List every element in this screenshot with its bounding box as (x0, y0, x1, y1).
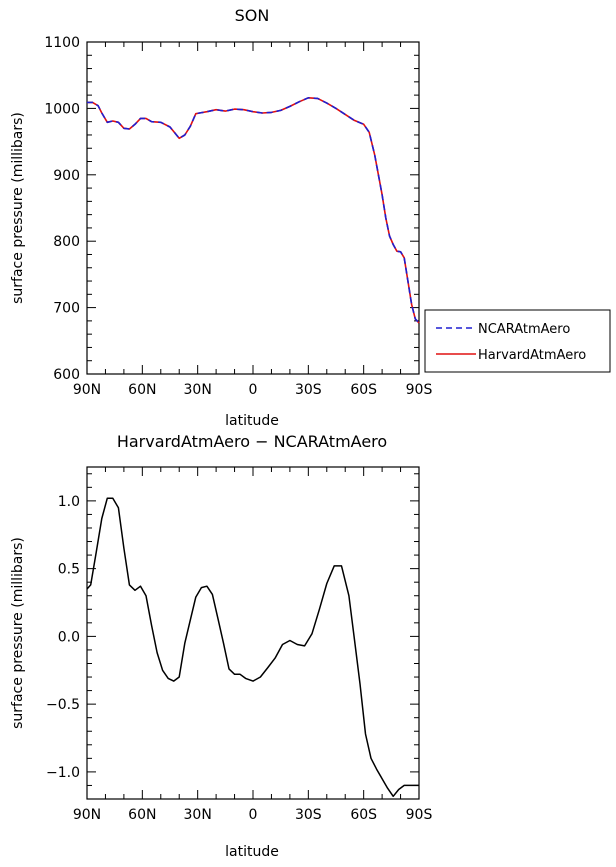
top-series-lines (87, 97, 420, 324)
legend-box (424, 309, 611, 373)
top-y-axis-label: surface pressure (millibars) (10, 112, 26, 304)
bot-xtick-label: 30S (295, 807, 322, 823)
top-ytick-label: 700 (53, 301, 80, 317)
bottom-chart: HarvardAtmAero − NCARAtmAero 90N 60N 30N 0 3… (10, 432, 432, 860)
top-y-tick-labels: 600 700 800 900 1000 1100 (44, 35, 80, 383)
top-x-axis-label: latitude (225, 413, 279, 429)
bot-ytick-label: 1.0 (58, 494, 80, 510)
top-ytick-label: 600 (53, 367, 80, 383)
top-xtick-label: 0 (249, 382, 258, 398)
bot-ytick-label: 0.5 (58, 562, 80, 578)
bot-ytick-label: −1.0 (46, 765, 80, 781)
legend-label-ncar: NCARAtmAero (478, 322, 570, 337)
bot-xtick-label: 90N (73, 807, 101, 823)
bot-series-line-0 (86, 497, 419, 798)
top-ytick-label: 1000 (44, 101, 80, 117)
top-ytick-label: 800 (53, 234, 80, 250)
bot-xtick-label: 0 (249, 807, 258, 823)
top-x-tick-labels: 90N 60N 30N 0 30S 60S 90S (73, 382, 433, 398)
top-xtick-label: 90N (73, 382, 101, 398)
top-chart-title: SON (235, 6, 270, 25)
bot-ytick-label: 0.0 (58, 629, 80, 645)
bottom-x-tick-labels: 90N 60N 30N 0 30S 60S 90S (73, 807, 433, 823)
bot-ytick-label: −0.5 (46, 697, 80, 713)
bot-xtick-label: 30N (184, 807, 212, 823)
bottom-chart-title: HarvardAtmAero − NCARAtmAero (117, 432, 387, 451)
bottom-x-axis-label: latitude (225, 844, 279, 860)
bot-xtick-label: 90S (406, 807, 433, 823)
top-xtick-label: 60S (350, 382, 377, 398)
bottom-series-lines (86, 497, 419, 798)
top-xtick-label: 60N (128, 382, 156, 398)
bottom-y-tick-labels: −1.0 −0.5 0.0 0.5 1.0 (46, 494, 80, 781)
top-xtick-label: 30S (295, 382, 322, 398)
bottom-ticks (86, 467, 420, 799)
bot-xtick-label: 60N (128, 807, 156, 823)
top-chart: SON 90N 60N 30N 0 30S 60S 90S 600 700 800 900 1000… (10, 6, 432, 429)
top-ytick-label: 900 (53, 168, 80, 184)
top-xtick-label: 30N (184, 382, 212, 398)
top-ytick-label: 1100 (44, 35, 80, 51)
top-ticks (86, 41, 420, 375)
top-series-line-0 (87, 97, 420, 324)
top-xtick-label: 90S (406, 382, 433, 398)
legend: NCARAtmAero HarvardAtmAero (424, 309, 611, 373)
bot-xtick-label: 60S (350, 807, 377, 823)
bottom-y-axis-label: surface pressure (millibars) (10, 537, 26, 729)
legend-label-harvard: HarvardAtmAero (478, 348, 586, 363)
